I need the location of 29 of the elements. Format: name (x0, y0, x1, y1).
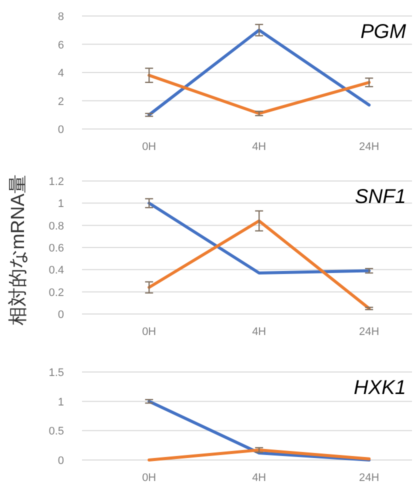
y-tick-label: 0.8 (48, 220, 64, 232)
y-tick-label: 4 (58, 68, 64, 80)
x-tick-label: 0H (142, 472, 156, 484)
x-tick-label: 4H (252, 472, 266, 484)
y-tick-label: 1.2 (48, 176, 64, 188)
y-tick-label: 6 (58, 39, 64, 52)
x-tick-label: 24H (359, 472, 380, 484)
x-tick-label: 24H (359, 141, 380, 153)
y-tick-label: 0 (58, 455, 64, 467)
y-axis-title: 相対的なmRNA量 (7, 174, 29, 326)
y-tick-label: 1 (58, 198, 64, 210)
y-tick-label: 0.4 (48, 264, 64, 277)
chart-title: SNF1 (354, 186, 406, 208)
y-tick-label: 8 (58, 11, 64, 23)
x-tick-label: 0H (142, 326, 156, 338)
chart-title: PGM (360, 21, 406, 43)
y-tick-label: 1.5 (48, 367, 64, 379)
x-tick-label: 4H (252, 326, 266, 338)
y-tick-label: 0.6 (48, 242, 64, 254)
x-tick-label: 0H (142, 141, 156, 153)
y-tick-label: 0.2 (48, 286, 64, 299)
y-tick-label: 2 (58, 96, 64, 108)
y-tick-label: 1 (58, 396, 64, 408)
x-tick-label: 24H (359, 326, 380, 338)
x-tick-label: 4H (252, 141, 266, 153)
y-tick-label: 0.5 (48, 426, 64, 438)
y-tick-label: 0 (58, 124, 64, 136)
y-tick-label: 0 (58, 309, 64, 321)
chart-title: HXK1 (354, 377, 406, 399)
